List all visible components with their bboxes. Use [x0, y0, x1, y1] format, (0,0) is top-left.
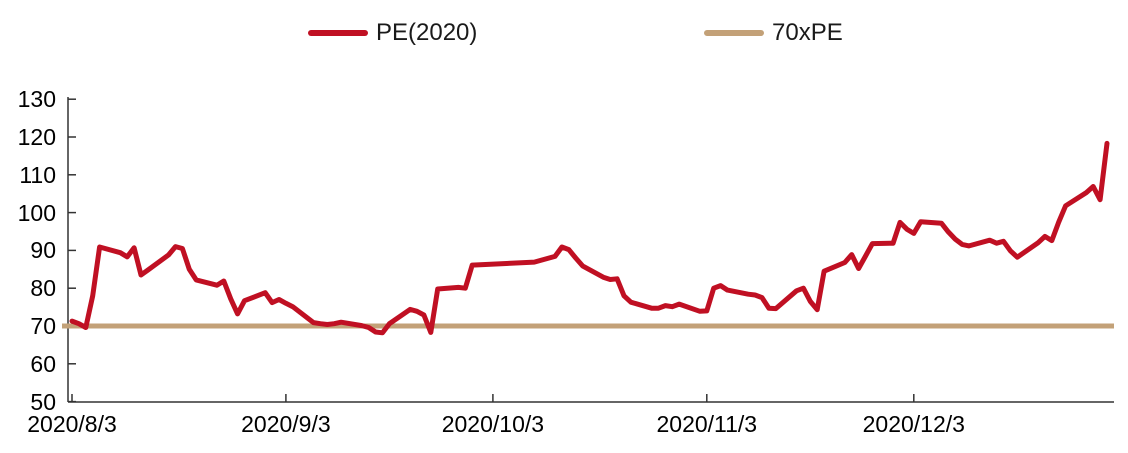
x-tick-label: 2020/10/3	[441, 411, 545, 437]
x-tick-label: 2020/12/3	[862, 411, 965, 437]
legend-label-70xpe: 70xPE	[772, 19, 843, 46]
legend-item-pe2020: PE(2020)	[308, 18, 477, 48]
y-tick-label: 120	[17, 124, 56, 150]
y-tick-label: 70	[30, 313, 56, 339]
legend-label-pe2020: PE(2020)	[376, 19, 478, 46]
70xpe-line-swatch	[704, 30, 764, 36]
pe2020-line-swatch	[308, 30, 368, 36]
legend-item-70xpe: 70xPE	[704, 18, 843, 48]
y-tick-label: 110	[19, 161, 56, 188]
y-tick-label: 50	[30, 388, 56, 415]
y-tick-label: 90	[30, 237, 56, 264]
y-tick-label: 100	[17, 199, 56, 226]
pe2020-line	[69, 140, 1110, 336]
x-tick-label: 2020/8/3	[27, 411, 117, 437]
x-tick-label: 2020/9/3	[241, 411, 331, 437]
y-tick-label: 60	[30, 350, 56, 377]
chart-legend: PE(2020) 70xPE	[0, 18, 1128, 48]
y-tick-label: 130	[17, 86, 56, 113]
y-tick-label: 80	[30, 275, 56, 302]
x-tick-label: 2020/11/3	[656, 411, 758, 437]
